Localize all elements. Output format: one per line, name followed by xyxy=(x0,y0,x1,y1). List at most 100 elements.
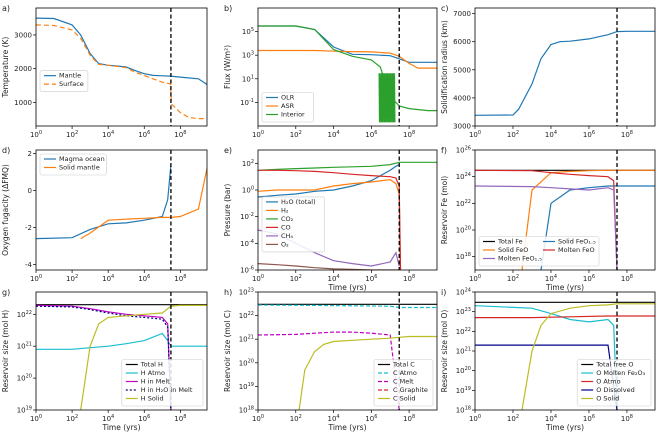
xtick-label-c-3: 106 xyxy=(583,130,595,139)
legend-box-h xyxy=(373,359,434,407)
series-line-d-0 xyxy=(36,164,172,240)
ytick-label-h-2: 1020 xyxy=(239,358,254,367)
legend-label-i-3: O Dissolved xyxy=(596,386,635,394)
ytick-label-c-3: 6000 xyxy=(453,38,471,46)
series-line-g-2 xyxy=(36,304,172,410)
legend-label-f-2: Solid FeO xyxy=(498,246,528,254)
axes-frame-a xyxy=(35,7,208,127)
ytick-label-i-2: 1020 xyxy=(456,366,471,375)
series-line-i-2 xyxy=(475,315,655,319)
ytick-label-g-2: 1021 xyxy=(17,342,32,351)
xtick-label-i-2: 104 xyxy=(545,414,557,423)
series-group-b xyxy=(258,25,437,123)
xtick-label-h-4: 108 xyxy=(403,414,415,423)
ytick-label-c-1: 4000 xyxy=(453,94,471,102)
panel-h: 100 102 104 106 108 1018 1019 1020 1021 1022 1023 h… xyxy=(223,288,438,432)
series-line-e-3 xyxy=(258,169,402,270)
ylabel-a: Temperature (K) xyxy=(1,37,10,99)
xtick-label-g-2: 104 xyxy=(102,414,114,423)
ytick-label-h-3: 1021 xyxy=(239,335,254,344)
ylabel-i: Reservoir size (mol O) xyxy=(440,310,449,393)
xtick-label-c-4: 108 xyxy=(621,130,633,139)
legend-label-b-0: OLR xyxy=(281,94,295,102)
ytick-label-c-0: 3000 xyxy=(453,123,471,131)
series-group-f xyxy=(475,169,655,270)
xtick-label-e-2: 104 xyxy=(327,274,339,283)
ytick-label-g-0: 1019 xyxy=(17,406,32,415)
axes-frame-d xyxy=(35,149,208,271)
legend-label-h-2: C Melt xyxy=(393,378,414,386)
xtick-label-a-3: 106 xyxy=(138,130,150,139)
legend-label-i-1: O Molten Fe₂O₃ xyxy=(596,369,645,377)
series-line-d-1 xyxy=(80,168,207,240)
legend-label-d-1: Solid mantle xyxy=(59,164,100,172)
ytick-label-e-0: 10-6 xyxy=(240,266,254,275)
xtick-label-a-4: 108 xyxy=(174,130,186,139)
series-line-h-1 xyxy=(258,304,437,309)
legend-label-h-0: Total C xyxy=(392,361,415,369)
legend-label-h-3: C Graphite xyxy=(393,386,428,394)
ytick-label-a-2: 3000 xyxy=(14,31,32,39)
ytick-label-g-1: 1020 xyxy=(17,374,32,383)
legend-label-e-3: CO xyxy=(281,223,291,231)
xtick-label-a-1: 102 xyxy=(66,130,78,139)
ytick-label-b-0: 10-1 xyxy=(240,98,254,107)
legend-label-f-0: Total Fe xyxy=(497,238,523,246)
xtick-label-c-1: 102 xyxy=(507,130,519,139)
series-line-i-1 xyxy=(475,305,618,410)
panel-label-h: h) xyxy=(224,288,232,297)
xtick-label-g-4: 108 xyxy=(174,414,186,423)
series-line-e-2 xyxy=(258,161,437,171)
ytick-label-i-0: 1018 xyxy=(456,406,471,415)
legend-label-d-0: Magma ocean xyxy=(59,155,105,163)
xtick-label-a-0: 100 xyxy=(30,130,42,139)
ytick-label-c-2: 5000 xyxy=(453,66,471,74)
series-group-d xyxy=(36,164,207,240)
legend-label-i-0: Total free O xyxy=(595,361,633,369)
ytick-label-f-4: 1026 xyxy=(456,146,471,155)
legend-label-g-2: H in Melt xyxy=(141,378,170,386)
xtick-label-b-3: 106 xyxy=(365,130,377,139)
xtick-label-b-1: 102 xyxy=(290,130,302,139)
xtick-label-h-1: 102 xyxy=(290,414,302,423)
ytick-label-e-3: 100 xyxy=(242,186,254,195)
xtick-label-d-2: 104 xyxy=(102,274,114,283)
ylabel-e: Pressure (bar) xyxy=(223,184,232,237)
ytick-label-h-0: 1018 xyxy=(239,406,254,415)
panel-label-e: e) xyxy=(224,146,232,155)
ytick-label-f-3: 1024 xyxy=(456,172,471,181)
legend-box-g xyxy=(121,359,204,407)
legend-label-e-1: H₂ xyxy=(281,206,289,214)
ytick-label-f-2: 1022 xyxy=(456,199,471,208)
xlabel-h: Time (yrs) xyxy=(327,423,366,432)
series-line-e-0 xyxy=(258,164,400,198)
ylabel-g: Reservoir size (mol H) xyxy=(1,310,10,393)
xtick-label-i-0: 100 xyxy=(469,414,481,423)
xtick-label-f-0: 100 xyxy=(469,274,481,283)
xtick-label-i-4: 108 xyxy=(621,414,633,423)
ytick-label-a-1: 2000 xyxy=(14,65,32,73)
xtick-label-d-1: 102 xyxy=(66,274,78,283)
xtick-label-c-2: 104 xyxy=(545,130,557,139)
legend-label-f-4: Molten FeO₁.₅ xyxy=(498,255,542,263)
xtick-label-e-3: 106 xyxy=(365,274,377,283)
xtick-label-i-3: 106 xyxy=(583,414,595,423)
ytick-label-i-4: 1022 xyxy=(456,327,471,336)
legend-label-g-1: H Atmo xyxy=(141,369,165,377)
legend-box-f xyxy=(478,236,600,267)
series-line-a-0 xyxy=(36,17,207,86)
xtick-label-i-1: 102 xyxy=(507,414,519,423)
ytick-label-i-3: 1021 xyxy=(456,347,471,356)
axes-frame-h xyxy=(257,291,438,411)
xlabel-i: Time (yrs) xyxy=(545,423,584,432)
ylabel-c: Solidification radius (km) xyxy=(440,20,449,114)
legend-label-g-0: Total H xyxy=(140,361,163,369)
axes-frame-f xyxy=(474,149,656,271)
xlabel-f: Time (yrs) xyxy=(545,283,584,292)
xtick-label-g-1: 102 xyxy=(66,414,78,423)
panel-d: 100 102 104 106 108 -4 -2 0 2 d) Oxygen fugacity (… xyxy=(1,146,208,283)
series-group-i xyxy=(475,301,655,410)
